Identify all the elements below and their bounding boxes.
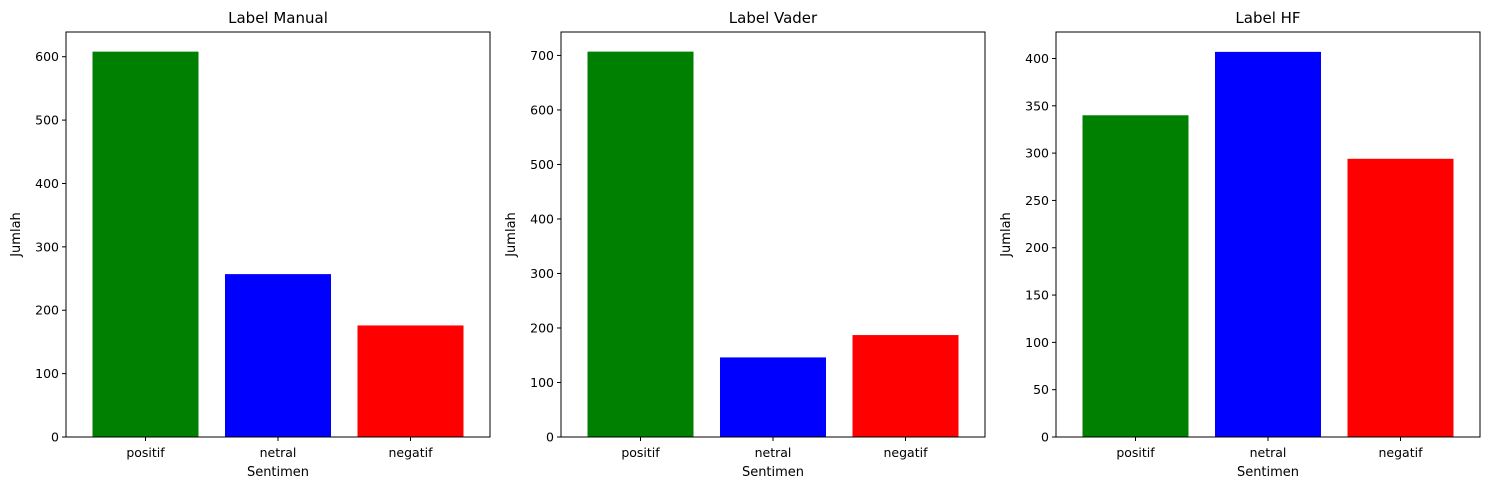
chart-3: 0 50 100 150 200 250 300 350 400 positif netral neg… xyxy=(999,9,1481,480)
y-tick-label: 0 xyxy=(51,430,59,445)
chart-title: Label HF xyxy=(1235,9,1300,27)
chart-1: 0 100 200 300 400 500 600 positif netral negatif L… xyxy=(9,9,491,480)
x-axis-label: Sentimen xyxy=(247,465,309,480)
bar-negatif xyxy=(1347,158,1454,437)
x-axis-label: Sentimen xyxy=(1237,465,1299,480)
y-tick-label: 600 xyxy=(530,102,554,117)
bar-positif xyxy=(92,51,199,437)
y-tick-label: 500 xyxy=(35,113,59,128)
y-tick-label: 100 xyxy=(530,375,554,390)
bar-positif xyxy=(587,51,694,438)
y-tick-label: 100 xyxy=(1025,335,1049,350)
bar-netral xyxy=(1215,51,1321,438)
y-tick-label: 200 xyxy=(530,320,554,335)
y-tick-label: 400 xyxy=(1025,51,1049,66)
x-tick-label: netral xyxy=(260,445,297,460)
y-tick-label: 700 xyxy=(530,48,554,63)
y-tick-label: 250 xyxy=(1025,193,1049,208)
y-axis-label: Jumlah xyxy=(999,212,1014,258)
bar-negatif xyxy=(852,335,959,437)
x-tick-label: netral xyxy=(1250,445,1287,460)
bar-positif xyxy=(1082,115,1189,437)
y-axis-label: Jumlah xyxy=(504,212,519,258)
y-tick-label: 0 xyxy=(1041,430,1049,445)
y-tick-label: 400 xyxy=(530,211,554,226)
x-axis-label: Sentimen xyxy=(742,465,804,480)
y-tick-label: 200 xyxy=(1025,240,1049,255)
y-tick-label: 200 xyxy=(35,303,59,318)
y-tick-label: 150 xyxy=(1025,288,1049,303)
x-tick-label: negatif xyxy=(1379,445,1424,460)
y-tick-label: 600 xyxy=(35,49,59,64)
y-tick-label: 350 xyxy=(1025,98,1049,113)
x-tick-label: positif xyxy=(1116,445,1155,460)
x-tick-label: positif xyxy=(621,445,660,460)
bar-netral xyxy=(225,274,331,437)
x-tick-label: positif xyxy=(126,445,165,460)
bar-netral xyxy=(720,357,826,437)
y-tick-label: 300 xyxy=(35,239,59,254)
y-tick-label: 0 xyxy=(546,430,554,445)
chart-2: 0 100 200 300 400 500 600 700 positif netral negat… xyxy=(504,9,986,480)
chart-title: Label Manual xyxy=(228,9,328,27)
y-tick-label: 500 xyxy=(530,157,554,172)
x-tick-label: negatif xyxy=(884,445,929,460)
y-tick-label: 300 xyxy=(530,266,554,281)
bar-negatif xyxy=(357,325,464,437)
y-tick-label: 400 xyxy=(35,176,59,191)
y-tick-label: 50 xyxy=(1033,382,1049,397)
chart-title: Label Vader xyxy=(729,9,818,27)
x-tick-label: negatif xyxy=(389,445,434,460)
y-tick-label: 100 xyxy=(35,366,59,381)
x-tick-label: netral xyxy=(755,445,792,460)
y-axis-label: Jumlah xyxy=(9,212,24,258)
y-tick-label: 300 xyxy=(1025,146,1049,161)
